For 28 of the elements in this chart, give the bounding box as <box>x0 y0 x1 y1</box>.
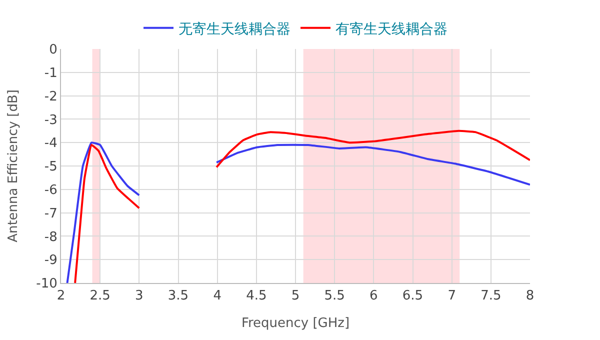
x-tick-label: 7.5 <box>480 288 502 304</box>
y-tick-label: -4 <box>44 136 58 152</box>
x-tick-label: 6 <box>370 288 378 304</box>
x-tick-label: 5.5 <box>324 288 345 304</box>
y-tick-label: -10 <box>36 276 58 292</box>
x-tick-label: 8 <box>526 288 534 304</box>
y-tick-label: -3 <box>44 112 58 128</box>
x-tick-label: 3 <box>135 288 144 304</box>
y-tick-label: -2 <box>44 89 58 104</box>
y-tick-label: -9 <box>44 253 58 268</box>
y-tick-label: -7 <box>44 206 58 222</box>
y-tick-label: -6 <box>44 182 58 198</box>
y-tick-label: 0 <box>49 42 58 58</box>
y-axis-title: Antenna Efficiency [dB] <box>6 90 22 242</box>
y-tick-label: -5 <box>44 160 58 175</box>
x-axis-title: Frequency [GHz] <box>241 316 350 332</box>
x-tick-label: 3.5 <box>168 288 189 304</box>
x-tick-label: 6.5 <box>402 288 424 304</box>
y-tick-label: -8 <box>44 230 58 245</box>
x-tick-label: 5 <box>291 288 300 304</box>
x-tick-label: 4.5 <box>246 288 267 304</box>
y-tick-label: -1 <box>44 66 58 81</box>
legend-label: 无寄生天线耦合器 <box>178 21 290 38</box>
x-tick-label: 2 <box>56 288 66 304</box>
legend-label: 有寄生天线耦合器 <box>336 21 448 38</box>
x-tick-label: 2.5 <box>90 288 110 304</box>
x-tick-label: 4 <box>213 288 222 304</box>
x-tick-label: 7 <box>448 288 456 304</box>
